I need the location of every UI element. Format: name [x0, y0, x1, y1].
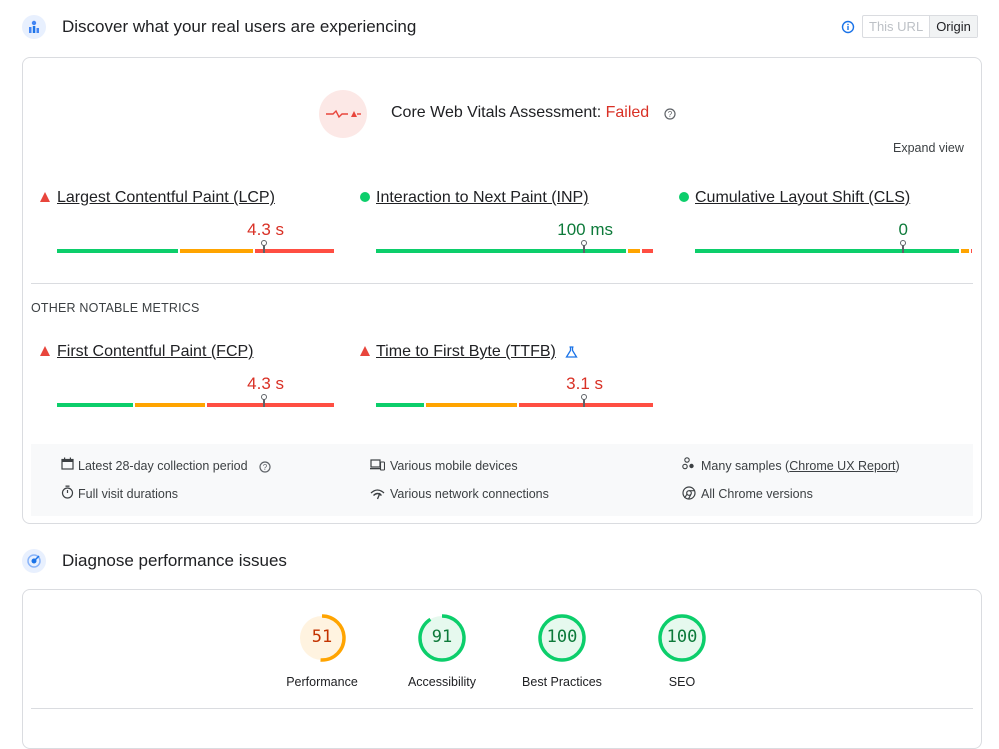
score-value: 51 [311, 627, 333, 647]
url-origin-toggle: This URL Origin [862, 15, 978, 38]
distribution-bar-fcp [57, 394, 334, 407]
metric-title-cls[interactable]: Cumulative Layout Shift (CLS) [695, 189, 911, 206]
score-value: 100 [546, 627, 578, 647]
lab-data-card [22, 589, 982, 749]
collection-info-box [31, 444, 973, 516]
lab-data-icon [22, 549, 46, 573]
experimental-flask-icon [565, 345, 578, 363]
chrome-ux-report-link[interactable]: Chrome UX Report [789, 459, 896, 473]
score-value: 100 [666, 627, 698, 647]
svg-text:?: ? [263, 463, 268, 472]
p75-marker [261, 394, 267, 407]
svg-text:?: ? [668, 110, 673, 119]
metric-title-ttfb[interactable]: Time to First Byte (TTFB) [376, 343, 556, 360]
metric-value-fcp: 4.3 s [247, 374, 284, 393]
network-icon [370, 487, 385, 505]
assessment-label: Core Web Vitals Assessment: [391, 104, 606, 121]
network-text: Various network connections [390, 487, 549, 501]
score-value: 91 [431, 627, 453, 647]
metric-title-inp[interactable]: Interaction to Next Paint (INP) [376, 189, 589, 206]
help-icon[interactable]: ? [259, 460, 271, 478]
score-gauge-performance[interactable] [296, 612, 348, 669]
chrome-icon [682, 486, 696, 505]
score-arc [298, 614, 346, 662]
score-gauge-accessibility[interactable] [416, 612, 468, 669]
score-gauge-best-practices[interactable] [536, 612, 588, 669]
info-icon[interactable] [841, 20, 855, 39]
score-gauge-seo[interactable] [656, 612, 708, 669]
devices-icon [370, 458, 386, 476]
metric-value-cls: 0 [898, 220, 908, 239]
chrome-versions-text: All Chrome versions [701, 487, 813, 501]
score-label: Performance [286, 675, 358, 689]
distribution-bar-lcp [57, 240, 334, 253]
divider [31, 283, 973, 284]
p75-marker [261, 240, 267, 253]
score-arc [538, 614, 586, 662]
timer-icon [61, 485, 74, 504]
visit-durations-text: Full visit durations [78, 487, 179, 501]
good-circle-icon [360, 192, 370, 202]
assessment-status: Failed [605, 104, 650, 121]
devices-text: Various mobile devices [390, 459, 518, 473]
help-icon[interactable]: ? [664, 107, 676, 125]
score-arc [658, 614, 706, 662]
poor-triangle-icon [40, 192, 50, 202]
score-label: Best Practices [522, 675, 602, 689]
metric-value-ttfb: 3.1 s [566, 374, 603, 393]
this-url-button[interactable]: This URL [869, 19, 924, 34]
expand-view-button[interactable]: Expand view [893, 141, 964, 155]
metric-title-lcp[interactable]: Largest Contentful Paint (LCP) [57, 189, 275, 206]
calendar-icon [61, 457, 74, 475]
assessment-failed-icon [319, 90, 367, 138]
other-metrics-heading: OTHER NOTABLE METRICS [31, 301, 200, 315]
metric-value-inp: 100 ms [557, 220, 613, 239]
field-data-icon [22, 15, 46, 39]
p75-marker [581, 394, 587, 407]
metric-value-lcp: 4.3 s [247, 220, 284, 239]
distribution-bar-ttfb [376, 394, 653, 407]
p75-marker [581, 240, 587, 253]
good-circle-icon [679, 192, 689, 202]
p75-marker [900, 240, 906, 253]
score-label: SEO [668, 675, 696, 689]
score-label: Accessibility [407, 675, 477, 689]
samples-icon [682, 457, 695, 475]
lab-section-title: Diagnose performance issues [62, 551, 287, 570]
metric-title-fcp[interactable]: First Contentful Paint (FCP) [57, 343, 254, 360]
collection-period-text: Latest 28-day collection period [78, 459, 248, 473]
poor-triangle-icon [40, 346, 50, 356]
distribution-bar-inp [376, 240, 653, 253]
samples-text: Many samples (Chrome UX Report) [701, 459, 900, 473]
distribution-bar-cls [695, 240, 972, 253]
assessment-heading: Core Web Vitals Assessment: Failed [391, 104, 649, 122]
origin-button[interactable]: Origin [929, 16, 977, 37]
divider [31, 708, 973, 709]
poor-triangle-icon [360, 346, 370, 356]
field-data-card [22, 57, 982, 524]
score-arc [418, 614, 466, 662]
field-section-title: Discover what your real users are experi… [62, 17, 417, 36]
